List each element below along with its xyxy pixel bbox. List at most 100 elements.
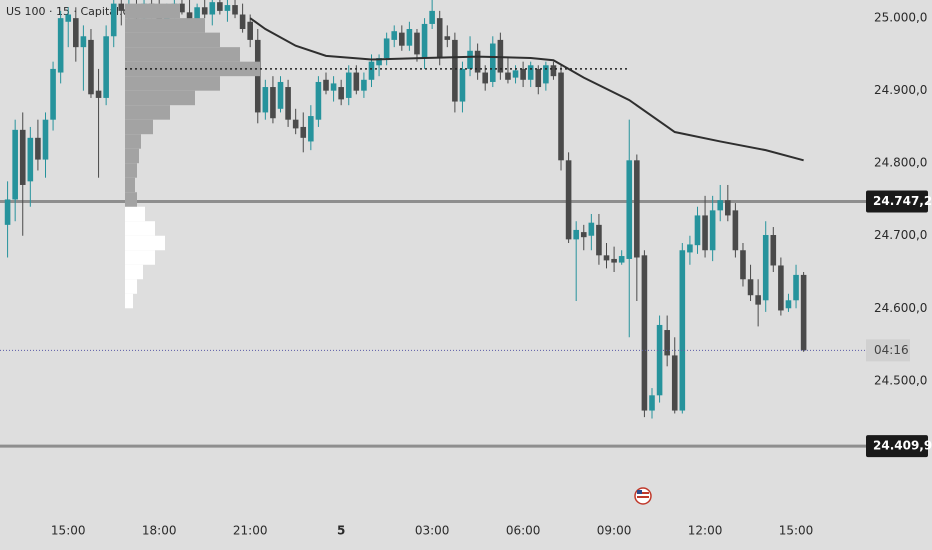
- candle-body: [558, 72, 564, 161]
- candle-body: [444, 36, 451, 40]
- candle-body: [209, 2, 216, 15]
- candle-body: [300, 126, 307, 138]
- x-tick-label: 15:00: [51, 524, 86, 538]
- candle-body: [224, 5, 231, 11]
- candle-body: [717, 200, 724, 211]
- candle-body: [543, 65, 549, 84]
- candle-body: [186, 12, 193, 22]
- candle-body: [399, 32, 405, 46]
- volume-profile-bar: [125, 76, 220, 91]
- candle-body: [467, 50, 473, 69]
- candle-body: [73, 18, 79, 48]
- candle-body: [596, 224, 602, 256]
- volume-profile-bar: [125, 163, 137, 178]
- candle-body: [239, 14, 246, 30]
- candle-body: [65, 14, 72, 22]
- candle-body: [292, 119, 299, 129]
- candle-body: [57, 18, 64, 73]
- candle-body: [709, 210, 716, 251]
- volume-profile-bar: [125, 206, 145, 222]
- candle-body: [270, 87, 276, 119]
- volume-profile-bar: [125, 32, 220, 48]
- x-tick-label: 21:00: [233, 524, 268, 538]
- y-tick-label: 24.500,0: [874, 373, 927, 387]
- candle-body: [618, 256, 625, 263]
- volume-profile-bar: [125, 105, 170, 120]
- candle-body: [110, 3, 117, 37]
- volume-profile-bar: [125, 279, 137, 294]
- candle-body: [194, 7, 200, 22]
- candle-body: [649, 395, 655, 411]
- candle-body: [641, 255, 648, 411]
- candle-body: [793, 274, 799, 301]
- candle-body: [323, 79, 329, 91]
- candle-body: [315, 81, 322, 120]
- candle-body: [694, 215, 701, 246]
- candle-body: [482, 72, 489, 84]
- candle-body: [232, 5, 238, 15]
- countdown: 04:16: [874, 343, 909, 357]
- candle-body: [489, 43, 496, 82]
- candle-body: [179, 3, 185, 13]
- candle-body: [330, 83, 337, 91]
- candle-body: [4, 199, 11, 225]
- candle-body: [535, 68, 542, 88]
- candle-body: [762, 235, 769, 301]
- volume-profile-bar: [125, 221, 155, 236]
- event-icon: [634, 487, 652, 505]
- volume-profile-bar: [125, 119, 153, 135]
- candle-body: [664, 330, 670, 356]
- volume-profile-bar: [125, 250, 155, 265]
- candle-body: [656, 324, 663, 396]
- candle-body: [755, 295, 761, 305]
- level-label: 24.747,2: [873, 194, 932, 208]
- volume-profile-bar: [125, 134, 141, 149]
- volume-profile-bar: [125, 18, 205, 33]
- candle-body: [505, 72, 511, 80]
- candle-body: [19, 129, 26, 185]
- candle-body: [414, 32, 420, 55]
- candle-body: [338, 87, 344, 100]
- level-label-box: [866, 190, 928, 213]
- candle-body: [550, 65, 557, 77]
- candle-body: [588, 222, 595, 236]
- x-tick-label: 18:00: [142, 524, 177, 538]
- candle-body: [527, 65, 534, 80]
- candle-body: [35, 137, 41, 160]
- candle-body: [42, 119, 49, 160]
- candle-body: [512, 70, 519, 78]
- candle-body: [12, 129, 18, 200]
- y-tick-label: 24.600,0: [874, 301, 927, 315]
- x-tick-label: 5: [337, 524, 345, 538]
- candle-body: [353, 72, 360, 91]
- volume-profile-bar: [125, 90, 195, 106]
- candle-body: [391, 31, 398, 40]
- x-tick-label: 03:00: [415, 524, 450, 538]
- candle-body: [770, 235, 777, 266]
- candle-body: [217, 2, 223, 11]
- candle-body: [262, 87, 269, 113]
- candle-body: [778, 265, 784, 311]
- y-tick-label: 24.900,0: [874, 83, 927, 97]
- volume-profile-bar: [125, 264, 143, 280]
- y-tick-label: 24.700,0: [874, 228, 927, 242]
- candle-body: [565, 160, 572, 240]
- volume-profile-bar: [125, 235, 165, 251]
- candle-body: [376, 58, 382, 66]
- x-tick-label: 12:00: [688, 524, 723, 538]
- candle-body: [429, 10, 435, 24]
- volume-profile-bar: [125, 293, 133, 309]
- candle-body: [785, 300, 792, 309]
- candle-body: [634, 160, 640, 258]
- candle-body: [452, 39, 458, 102]
- level-label-box: [866, 435, 928, 458]
- candle-body: [626, 160, 633, 259]
- candle-body: [732, 210, 739, 251]
- candle-body: [725, 200, 731, 216]
- candle-body: [800, 274, 807, 351]
- y-tick-label: 24.800,0: [874, 156, 927, 170]
- candle-body: [421, 23, 428, 59]
- volume-profile-bar: [125, 47, 240, 62]
- candle-body: [687, 244, 693, 253]
